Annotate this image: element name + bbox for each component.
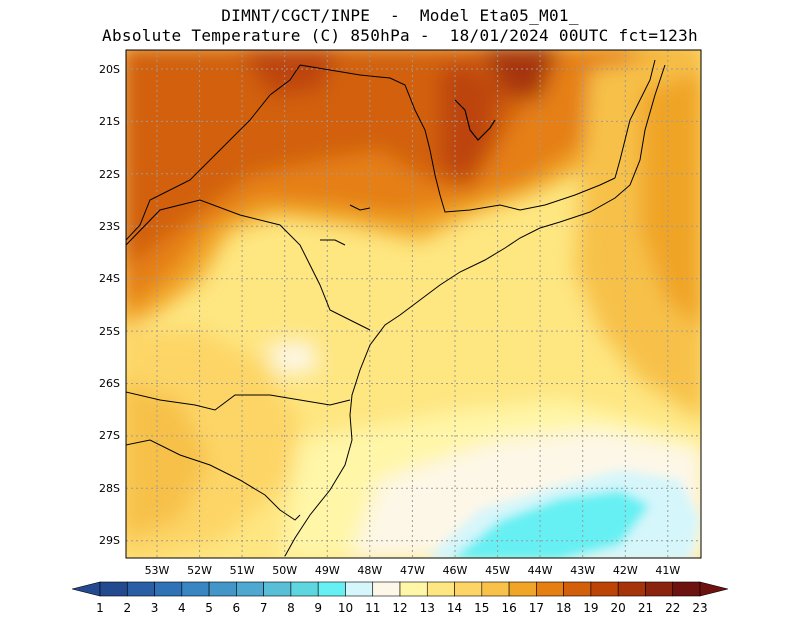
colorbar-label: 12 [392, 601, 407, 615]
colorbar-label: 22 [665, 601, 680, 615]
lon-label-45w: 45W [485, 564, 510, 577]
temperature-field [126, 50, 701, 558]
colorbar-swatch [181, 581, 210, 597]
colorbar-swatch [399, 581, 428, 597]
lat-label-27s: 27S [99, 429, 120, 442]
lat-label-21s: 21S [99, 115, 120, 128]
lon-label-49w: 49W [315, 564, 340, 577]
colorbar-swatch [345, 581, 374, 597]
colorbar-label: 13 [420, 601, 435, 615]
lat-label-29s: 29S [99, 534, 120, 547]
colorbar-label: 9 [314, 601, 322, 615]
colorbar-swatch [563, 581, 592, 597]
colorbar-swatch [481, 581, 510, 597]
border-mg-es [614, 59, 656, 179]
border-rs-sc [126, 439, 301, 521]
lon-label-53w: 53W [145, 564, 170, 577]
colorbar-label: 2 [123, 601, 131, 615]
title-line-1: DIMNT/CGCT/INPE - Model Eta05_M01_ [221, 6, 579, 25]
border-mg-rj [519, 177, 616, 211]
lon-label-41w: 41W [655, 564, 680, 577]
colorbar-label: 20 [611, 601, 626, 615]
lat-label-25s: 25S [99, 325, 120, 338]
colorbar-swatch [536, 581, 564, 597]
longitude-labels: 53W 52W 51W 50W 49W 48W 47W 46W 45W 44W … [145, 564, 681, 577]
lat-label-22s: 22S [99, 168, 120, 181]
colorbar-label: 10 [338, 601, 353, 615]
colorbar-swatch [126, 581, 155, 597]
colorbar-swatch [454, 581, 483, 597]
colorbar-label: 3 [151, 601, 159, 615]
colorbar-arrow-left [71, 581, 101, 597]
colorbar-label: 17 [529, 601, 544, 615]
lat-label-20s: 20S [99, 63, 120, 76]
colorbar-label: 6 [233, 601, 241, 615]
colorbar-swatch [99, 581, 128, 597]
lon-label-43w: 43W [570, 564, 595, 577]
lon-label-48w: 48W [357, 564, 382, 577]
colorbar-swatch [290, 581, 319, 597]
colorbar-label: 4 [178, 601, 186, 615]
colorbar-swatch [672, 581, 701, 597]
colorbar-arrow-right [699, 581, 729, 597]
lon-label-47w: 47W [400, 564, 425, 577]
colorbar-swatch [263, 581, 292, 597]
colorbar-swatch [508, 581, 537, 597]
colorbar-label: 19 [583, 601, 598, 615]
reservoir-1 [349, 204, 371, 211]
colorbar-swatch [645, 581, 674, 597]
lat-label-26s: 26S [99, 377, 120, 390]
colorbar-label: 21 [638, 601, 653, 615]
colorbar-swatch [154, 581, 183, 597]
colorbar-label: 15 [474, 601, 489, 615]
colorbar-label: 23 [692, 601, 707, 615]
border-ms-pr [126, 64, 301, 241]
border-sc-pr [126, 391, 351, 411]
border-sp-mg [299, 64, 521, 213]
lon-label-46w: 46W [443, 564, 468, 577]
colorbar-swatch [372, 581, 401, 597]
coastline-and-borders [126, 59, 666, 557]
lon-label-42w: 42W [613, 564, 638, 577]
lon-label-44w: 44W [528, 564, 553, 577]
lat-label-23s: 23S [99, 220, 120, 233]
map-frame [125, 49, 702, 559]
colorbar-label: 5 [205, 601, 213, 615]
colorbar-label: 8 [287, 601, 295, 615]
lon-label-50w: 50W [272, 564, 297, 577]
colorbar-swatch [317, 581, 346, 597]
coastline [284, 64, 666, 557]
colorbar-swatch [617, 581, 646, 597]
colorbar-label: 7 [260, 601, 268, 615]
lon-label-51w: 51W [230, 564, 255, 577]
colorbar-swatch [208, 581, 237, 597]
lake-furnas [454, 99, 496, 141]
colorbar-swatch [590, 581, 619, 597]
colorbar-label: 16 [501, 601, 516, 615]
colorbar-swatch [236, 581, 264, 597]
colorbar-label: 14 [447, 601, 462, 615]
colorbar-label: 11 [365, 601, 380, 615]
grid-lines [126, 50, 701, 558]
colorbar-label: 18 [556, 601, 571, 615]
colorbar-label: 1 [96, 601, 104, 615]
border-pr-sp [126, 199, 371, 331]
colorbar: 1 2 3 4 5 6 7 8 9 10 11 12 13 14 15 16 17 18 19 20 21 22 23 [71, 581, 729, 615]
latitude-labels: 20S 21S 22S 23S 24S 25S 26S 27S 28S 29S [99, 63, 120, 547]
lon-label-52w: 52W [187, 564, 212, 577]
lat-label-28s: 28S [99, 482, 120, 495]
reservoir-2 [320, 239, 346, 246]
lat-label-24s: 24S [99, 272, 120, 285]
colorbar-swatch [426, 581, 455, 597]
title-line-2: Absolute Temperature (C) 850hPa - 18/01/… [102, 26, 698, 45]
